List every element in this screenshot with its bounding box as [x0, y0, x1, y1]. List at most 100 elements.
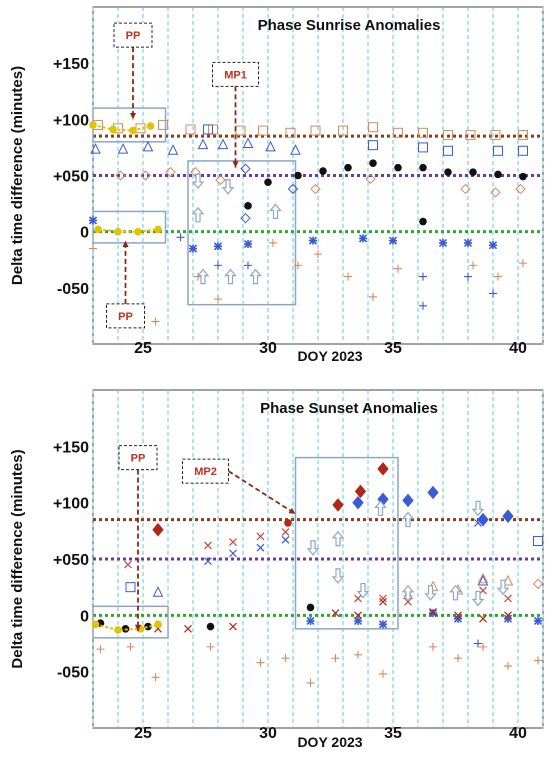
series-x — [204, 519, 482, 566]
shift-arrow-down — [331, 568, 345, 584]
data-point — [388, 236, 398, 245]
callout-arrowhead — [288, 507, 296, 514]
data-point — [494, 272, 502, 281]
series-plus — [89, 238, 527, 326]
series-triangle-open — [152, 574, 489, 597]
shift-arrow-up — [269, 203, 282, 220]
data-point — [418, 127, 428, 138]
data-point — [534, 656, 542, 665]
data-point — [504, 662, 512, 671]
data-point — [206, 642, 215, 651]
sunset-panel: PP MP2 Phase Sunset Anomalies +150 +100 +050 0… — [9, 389, 544, 750]
series-diamond-open — [240, 163, 299, 224]
data-point — [477, 572, 489, 584]
chart-title: Phase Sunset Anomalies — [260, 400, 438, 417]
data-point — [310, 183, 321, 195]
data-point — [115, 170, 126, 181]
data-point — [443, 145, 453, 156]
callout-label: PP — [131, 453, 146, 465]
data-point — [533, 616, 543, 626]
callout-arrowhead — [129, 113, 137, 120]
data-point — [354, 611, 362, 620]
data-point — [463, 238, 473, 247]
data-point — [419, 301, 427, 310]
data-point — [454, 654, 462, 663]
data-point — [453, 614, 463, 623]
shift-arrow-down — [221, 179, 235, 195]
data-point — [214, 295, 222, 304]
data-point — [229, 622, 237, 631]
data-point — [176, 233, 185, 242]
shift-arrow-up — [374, 500, 387, 516]
data-point — [479, 614, 487, 623]
series-diamond-filled — [152, 462, 389, 537]
shift-arrow-up — [401, 511, 415, 528]
data-point — [504, 611, 512, 620]
data-point — [89, 244, 97, 253]
data-point — [306, 603, 315, 612]
data-point — [294, 261, 302, 270]
data-point — [429, 642, 437, 651]
data-point — [151, 317, 160, 326]
data-point — [464, 272, 472, 281]
data-point — [310, 125, 321, 136]
y-tick-label: +050 — [53, 169, 89, 186]
data-point — [197, 138, 209, 150]
data-point — [353, 616, 363, 626]
y-tick-label: +100 — [53, 112, 89, 129]
shift-arrow-down — [496, 579, 510, 596]
data-point — [213, 242, 223, 251]
data-point — [151, 673, 160, 682]
sunrise-panel: PP PP MP1 Phase Sunrise Anomalies +150 +100 +0… — [9, 6, 544, 364]
data-point — [474, 639, 482, 648]
data-point — [469, 261, 477, 270]
data-point — [419, 163, 427, 172]
data-point — [338, 125, 348, 136]
y-tick-label: 0 — [80, 225, 89, 242]
data-point — [284, 519, 292, 527]
data-point — [427, 485, 439, 500]
data-point — [533, 535, 543, 546]
pp-curve — [92, 123, 151, 132]
y-tick-label: +050 — [53, 552, 89, 569]
data-point — [519, 259, 527, 268]
data-point — [518, 130, 528, 141]
y-axis-label: Delta time difference (minutes) — [9, 66, 26, 285]
data-point — [144, 622, 152, 631]
highlight-box — [187, 160, 297, 306]
data-point — [394, 264, 402, 273]
data-point — [158, 119, 168, 130]
pp-curve — [95, 623, 159, 631]
x-tick-label: 30 — [259, 340, 277, 357]
data-point — [419, 217, 427, 226]
data-point — [229, 538, 237, 547]
series-x — [124, 528, 512, 606]
series-x — [154, 597, 512, 633]
data-point — [519, 172, 527, 181]
highlight-box — [294, 456, 399, 630]
data-point — [125, 582, 136, 593]
x-axis-label: DOY 2023 — [297, 734, 362, 750]
shift-arrow-up — [449, 584, 462, 601]
y-axis-label: Delta time difference (minutes) — [9, 449, 26, 668]
data-point — [479, 642, 487, 651]
data-point — [379, 597, 387, 606]
data-point — [344, 272, 352, 281]
series-plus — [176, 233, 497, 310]
data-point — [184, 624, 192, 633]
data-point — [117, 143, 129, 154]
data-point — [290, 144, 301, 155]
data-point — [477, 512, 489, 527]
data-point — [444, 168, 452, 176]
data-point — [306, 616, 315, 626]
data-point — [258, 125, 268, 136]
data-point — [369, 292, 377, 301]
x-tick-label: 30 — [259, 725, 277, 742]
data-point — [114, 626, 122, 634]
data-point — [368, 140, 378, 151]
series-circle-filled — [89, 121, 155, 135]
data-point — [419, 272, 427, 281]
data-point — [306, 678, 315, 687]
data-point — [229, 549, 237, 558]
callout-label: MP2 — [194, 466, 217, 478]
